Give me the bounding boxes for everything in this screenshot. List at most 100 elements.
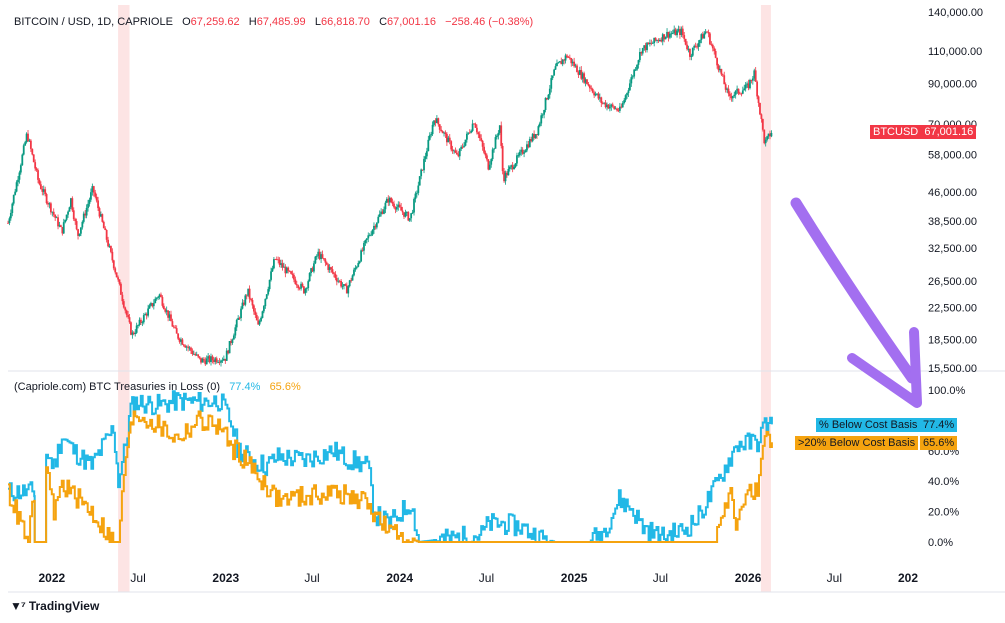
price-candle-body — [754, 70, 757, 82]
price-candle-body — [654, 37, 657, 41]
price-candle-body — [301, 283, 304, 287]
price-candle-body — [477, 132, 480, 135]
price-candle-body — [741, 90, 744, 94]
change-value: −258.46 (−0.38%) — [445, 16, 534, 28]
price-candle-body — [633, 69, 636, 77]
price-candle-body — [112, 260, 115, 269]
price-candle-body — [453, 150, 455, 152]
price-candle-body — [727, 88, 730, 94]
price-candle-body — [543, 110, 546, 115]
price-candle-body — [185, 346, 188, 348]
price-candle-body — [444, 132, 447, 135]
price-candle-body — [716, 57, 718, 66]
price-candle-body — [470, 130, 473, 133]
time-axis-tick-label: Jul — [130, 571, 145, 585]
price-candle-body — [120, 283, 122, 295]
price-candle-body — [590, 88, 593, 90]
price-candle-body — [224, 358, 227, 361]
price-candle-body — [165, 310, 168, 312]
price-candle-body — [363, 242, 365, 251]
price-candle-body — [458, 148, 461, 157]
price-candle-body — [64, 219, 67, 223]
price-candle-body — [743, 88, 746, 91]
price-candle-body — [666, 31, 668, 37]
indicator-axis-tick-label: 100.0% — [928, 385, 966, 397]
price-candle-body — [709, 33, 711, 45]
price-candle-body — [481, 140, 484, 147]
price-candle-body — [284, 266, 287, 274]
price-candle-body — [661, 34, 664, 42]
price-candle-body — [9, 212, 12, 219]
price-candle-body — [689, 48, 691, 57]
price-candle-body — [17, 179, 19, 183]
price-candle-body — [291, 273, 294, 275]
price-candle-body — [142, 315, 145, 323]
price-candle-body — [295, 284, 298, 286]
price-candle-body — [587, 84, 590, 86]
price-candle-body — [278, 259, 281, 265]
price-candle-body — [21, 154, 24, 166]
price-candle-body — [497, 132, 500, 136]
time-axis-tick-label: Jul — [827, 571, 842, 585]
price-candle-body — [381, 211, 384, 214]
price-candle-body — [644, 45, 647, 51]
price-candle-body — [122, 301, 125, 308]
price-candle-body — [178, 338, 181, 342]
price-candle-body — [174, 327, 177, 329]
price-candle-body — [623, 100, 626, 104]
price-candle-body — [563, 59, 566, 61]
price-candle-body — [62, 222, 65, 234]
price-candle-body — [45, 194, 48, 204]
price-candle-body — [739, 93, 741, 95]
price-candle-body — [82, 213, 85, 222]
price-candle-body — [460, 146, 463, 149]
price-candle-body — [513, 167, 515, 170]
price-candle-body — [187, 346, 190, 348]
price-candle-body — [404, 212, 407, 217]
price-candle-body — [574, 65, 577, 67]
price-candle-body — [115, 272, 118, 278]
price-candle-body — [669, 33, 671, 38]
price-candle-body — [350, 280, 353, 282]
price-candle-body — [647, 42, 650, 45]
footer[interactable]: ▼⁷ TradingView — [10, 599, 99, 613]
price-candle-body — [124, 307, 127, 311]
price-candle-body — [656, 40, 658, 41]
price-header: BITCOIN / USD, 1D, CAPRIOLE O67,259.62 H… — [14, 16, 533, 28]
price-axis-tick-label: 140,000.00 — [928, 7, 983, 19]
price-candle-body — [400, 206, 403, 211]
price-candle-body — [97, 200, 99, 209]
price-candle-body — [237, 317, 240, 320]
price-candle-body — [607, 104, 610, 109]
price-candle-body — [744, 84, 747, 89]
price-candle-body — [614, 108, 617, 110]
price-candle-body — [714, 51, 717, 58]
price-candle-body — [613, 106, 616, 109]
price-candle-body — [687, 48, 690, 50]
price-candle-body — [393, 203, 395, 208]
price-candle-body — [234, 327, 237, 336]
price-candle-body — [94, 192, 97, 197]
price-candle-body — [100, 214, 102, 217]
price-candle-body — [684, 38, 687, 45]
price-candle-body — [335, 278, 338, 282]
price-candle-body — [757, 96, 760, 103]
price-candle-body — [28, 140, 31, 142]
price-candle-body — [443, 132, 445, 134]
price-candle-body — [252, 305, 255, 312]
price-candle-body — [368, 235, 371, 237]
price-candle-body — [531, 133, 534, 142]
price-candle-body — [405, 212, 408, 213]
price-candle-body — [643, 45, 646, 48]
price-candle-body — [447, 137, 450, 143]
price-candle-body — [201, 358, 204, 363]
price-candle-body — [260, 317, 262, 322]
price-candle-body — [514, 163, 517, 168]
time-axis-tick-label: 2025 — [561, 571, 588, 585]
price-candle-body — [22, 145, 25, 155]
price-candle-body — [431, 124, 434, 135]
price-candle-body — [202, 358, 205, 361]
price-candle-body — [154, 298, 157, 304]
price-candle-body — [314, 256, 317, 264]
